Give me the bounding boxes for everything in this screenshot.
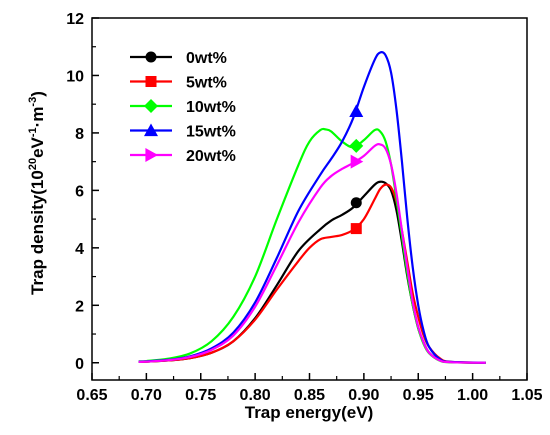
legend-marker-0 (145, 51, 157, 63)
series-line-3 (138, 51, 486, 364)
x-tick-label: 1.05 (511, 387, 542, 404)
y-tick-label: 6 (75, 183, 84, 200)
y-tick-label: 4 (75, 241, 84, 258)
legend-marker-3 (144, 123, 158, 137)
plot-frame (91, 17, 528, 381)
x-axis-title: Trap energy(eV) (245, 403, 374, 422)
legend: 0wt% 5wt% 10wt% 15wt% 20wt% (130, 50, 236, 165)
x-tick-label: 0.90 (348, 387, 379, 404)
y-axis-title-close: ) (28, 91, 47, 97)
legend-marker-1 (145, 76, 157, 87)
y-axis-title-exp1: 20 (27, 158, 39, 170)
x-tick-label: 0.70 (131, 387, 162, 404)
y-axis-title-exp3: -3 (27, 97, 39, 107)
axis-ticks: 0.65 0.70 0.75 0.80 0.85 0.90 0.95 1.00 1.05 0 2 4 6… (66, 11, 542, 404)
series-marker-2 (349, 138, 364, 153)
y-axis-title-main: Trap density(10 (28, 170, 47, 295)
y-tick-label: 8 (75, 126, 84, 143)
y-tick-label: 0 (75, 356, 84, 373)
legend-marker-4 (145, 148, 158, 162)
y-axis-title-mid: eV (28, 136, 47, 157)
x-tick-label: 0.85 (294, 387, 325, 404)
series-line-4 (138, 143, 486, 364)
legend-label-2: 10wt% (186, 99, 236, 116)
series-marker-1 (350, 223, 362, 235)
y-axis-title-exp2: -1 (27, 127, 39, 137)
series-markers (349, 104, 364, 235)
y-tick-label: 10 (66, 68, 84, 85)
legend-marker-2 (144, 99, 158, 113)
y-axis-title-tail: ·m (28, 107, 47, 128)
x-tick-label: 0.75 (185, 387, 216, 404)
series-marker-3 (349, 104, 364, 117)
x-tick-label: 0.65 (76, 387, 107, 404)
y-axis-title: Trap density(1020eV-1·m-3) (27, 91, 47, 295)
y-tick-label: 2 (75, 298, 84, 315)
series-marker-0 (350, 197, 362, 209)
y-tick-label: 12 (66, 11, 84, 28)
legend-label-0: 0wt% (186, 50, 227, 67)
x-tick-label: 1.00 (457, 387, 488, 404)
legend-label-1: 5wt% (186, 75, 227, 92)
series-line-0 (138, 180, 486, 364)
series-line-1 (138, 183, 486, 364)
legend-label-4: 20wt% (186, 148, 236, 165)
series-marker-4 (350, 154, 364, 169)
legend-label-3: 15wt% (186, 124, 236, 141)
x-tick-label: 0.95 (403, 387, 434, 404)
x-tick-label: 0.80 (240, 387, 271, 404)
